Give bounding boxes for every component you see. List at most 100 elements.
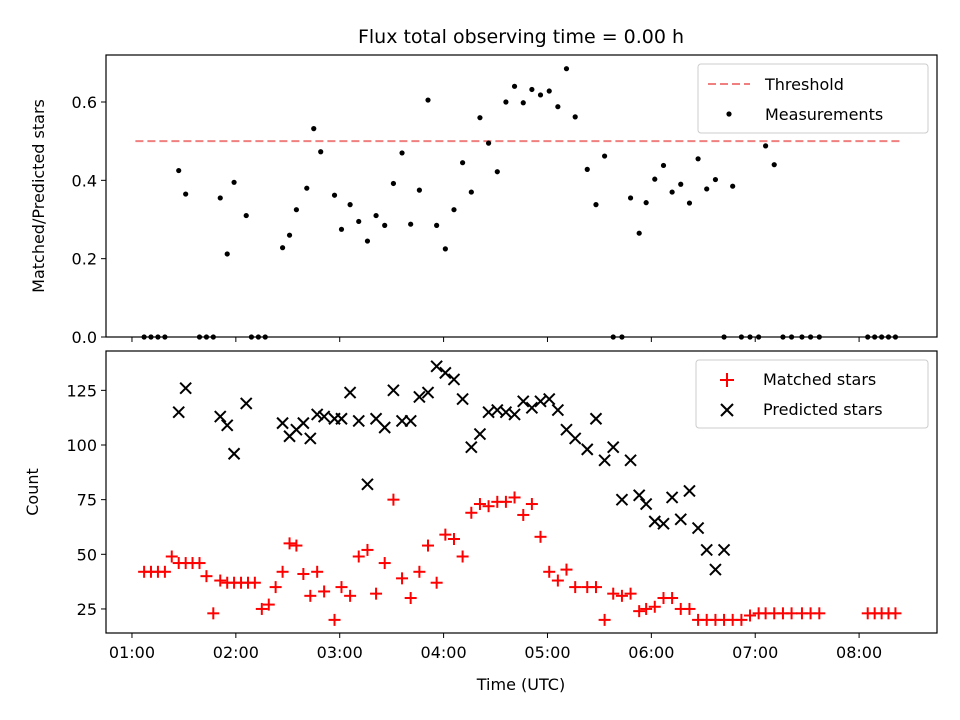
predicted-stars-point [691, 521, 705, 535]
top-panel: 0.0 0.2 0.4 0.6 Matched/Predicted stars Thr… [29, 54, 938, 347]
top-ytick-label: 0.6 [72, 93, 97, 112]
measurements-point [217, 195, 223, 201]
measurements-point [364, 238, 371, 244]
matched-stars-point [361, 543, 374, 556]
matched-stars-point [447, 533, 460, 545]
measurements-point [494, 169, 500, 175]
top-ytick-label: 0.2 [72, 250, 97, 269]
matched-stars-point [290, 539, 303, 552]
matched-stars-point [683, 602, 696, 615]
top-panel-marks [135, 66, 901, 340]
matched-stars-point [248, 576, 261, 589]
matched-stars-point [304, 589, 317, 602]
measurements-point [503, 99, 509, 105]
matched-stars-point [439, 528, 452, 541]
bottom-ytick-label: 75 [77, 491, 97, 510]
bottom-xtick-label: 06:00 [628, 643, 674, 662]
matched-stars-point [422, 539, 435, 552]
predicted-stars-point [361, 478, 374, 491]
measurements-point [686, 200, 693, 206]
measurements-point [416, 187, 422, 193]
measurements-point [293, 207, 300, 213]
bottom-xtick-label: 01:00 [109, 643, 155, 662]
measurements-point [643, 200, 649, 206]
predicted-stars-point [430, 360, 443, 373]
measurements-point [771, 162, 777, 168]
matched-stars-point [344, 589, 357, 602]
measurements-point [390, 180, 397, 187]
legend-matched-swatch [720, 373, 734, 387]
matched-stars-point [607, 587, 620, 600]
matched-stars-point [534, 530, 547, 543]
predicted-stars-point [214, 410, 227, 423]
measurements-point [460, 160, 466, 166]
matched-stars-point [207, 607, 220, 620]
predicted-stars-point [717, 543, 731, 557]
predicted-stars-point [413, 390, 426, 404]
figure-title: Flux total observing time = 0.00 h [358, 26, 684, 48]
matched-stars-point [200, 570, 213, 583]
measurements-point [183, 191, 189, 197]
bottom-xtick-label: 05:00 [524, 643, 570, 662]
matched-stars-point [517, 508, 530, 521]
predicted-stars-point [447, 373, 461, 386]
bottom-panel-marks [138, 360, 902, 626]
measurements-point [669, 189, 675, 195]
predicted-stars-point [439, 366, 452, 380]
measurements-point [529, 86, 535, 93]
measurements-point [176, 167, 182, 174]
matched-stars-point [598, 613, 611, 626]
top-ytick-label: 0.0 [72, 328, 97, 347]
measurements-point [451, 207, 457, 213]
predicted-stars-point [304, 432, 317, 445]
bottom-panel: 25 50 75 100 125 01:00 02:00 03:00 04:00 05:00 06:… [23, 350, 938, 694]
matched-stars-point [404, 592, 417, 605]
measurements-point [382, 222, 388, 228]
bottom-ytick-label: 125 [66, 381, 97, 400]
matched-stars-point [560, 563, 573, 576]
bottom-panel-frame [105, 350, 938, 634]
predicted-stars-point [657, 517, 670, 530]
matched-stars-point [352, 550, 365, 563]
matched-stars-point [193, 557, 206, 570]
matched-stars-point [624, 587, 637, 600]
bottom-legend: Matched stars Predicted stars [695, 359, 929, 429]
bottom-ytick-label: 25 [77, 600, 97, 619]
predicted-stars-point [639, 497, 653, 511]
matched-stars-point [648, 600, 661, 613]
predicted-stars-point [387, 384, 400, 397]
predicted-stars-point [310, 408, 324, 421]
matched-stars-point [473, 498, 486, 511]
matched-stars-point [640, 602, 653, 615]
matched-stars-point [456, 550, 469, 563]
predicted-stars-point [421, 386, 435, 399]
measurements-point [311, 126, 317, 132]
measurements-point [563, 66, 570, 72]
matched-stars-point [335, 581, 348, 594]
predicted-stars-point [543, 392, 556, 406]
measurements-point [231, 179, 237, 185]
predicted-stars-point [343, 386, 357, 399]
bottom-ytick-label: 50 [77, 545, 97, 564]
measurements-point [511, 83, 518, 89]
predicted-stars-point [581, 443, 594, 456]
matched-stars-point [430, 576, 443, 589]
top-legend: Threshold Measurements [697, 63, 929, 134]
predicted-stars-point [700, 543, 713, 557]
top-panel-axes: 0.0 0.2 0.4 0.6 [72, 93, 860, 347]
measurements-point [695, 156, 701, 162]
matched-stars-point [255, 602, 268, 615]
bottom-xtick-label: 04:00 [421, 643, 467, 662]
matched-stars-point [525, 498, 538, 511]
measurements-point [373, 212, 379, 219]
predicted-stars-point [404, 414, 417, 428]
predicted-stars-point [172, 406, 185, 419]
measurements-point [660, 162, 667, 169]
predicted-stars-point [607, 440, 620, 454]
measurements-point [704, 186, 710, 192]
predicted-stars-point [598, 454, 611, 467]
matched-stars-point [813, 607, 826, 620]
legend-matched-label: Matched stars [763, 370, 876, 389]
measurements-point [678, 181, 684, 187]
predicted-stars-point [378, 421, 391, 434]
